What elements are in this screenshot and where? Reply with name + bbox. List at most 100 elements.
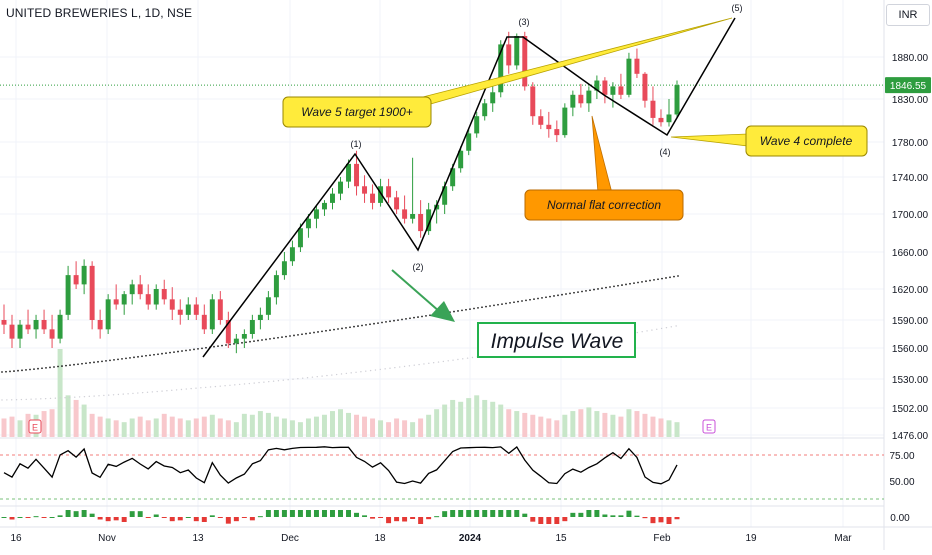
ema-dot: [381, 321, 383, 324]
histogram-bar: [602, 514, 608, 517]
ema-dot: [9, 370, 11, 373]
ema-dot: [85, 362, 87, 365]
volume-bar: [402, 420, 408, 437]
ema-dot: [313, 331, 315, 334]
candle-body: [506, 44, 512, 66]
ema-slow-dot: [6, 399, 8, 401]
ema-dot: [621, 284, 623, 286]
ema-slow-dot: [263, 381, 265, 383]
ema-dot: [613, 285, 615, 288]
volume-bar: [362, 416, 368, 437]
histogram-bar: [610, 515, 616, 517]
ema-slow-dot: [394, 366, 396, 369]
ema-dot: [157, 353, 159, 356]
histogram-bar: [338, 510, 343, 517]
histogram-bar: [418, 517, 424, 524]
volume-bar: [249, 414, 255, 437]
ema-slow-dot: [185, 388, 187, 390]
wave-count-lines: (1) (2) (3) (4) (5): [202, 3, 743, 358]
volume-bar: [594, 411, 600, 437]
histogram-bar: [546, 517, 552, 524]
histogram-bar: [650, 517, 656, 524]
candle-body: [546, 124, 552, 130]
oscillator-tick-label: 75.00: [889, 451, 914, 462]
ema-dot: [605, 286, 607, 289]
ema-slow-dot: [670, 326, 672, 328]
ema-dot: [193, 348, 195, 351]
time-tick-label: 18: [374, 533, 386, 544]
ema-dot: [273, 337, 275, 340]
ema-slow-dot: [1, 399, 3, 401]
candle-body: [466, 133, 472, 151]
ema-dot: [81, 362, 83, 365]
ema-slow-dot: [44, 397, 47, 400]
candle-body: [346, 163, 351, 182]
candle-body: [313, 209, 319, 219]
volume-bar: [73, 399, 79, 437]
candle-body: [73, 275, 79, 285]
histogram-bar: [65, 510, 71, 517]
ema-dot: [361, 324, 363, 327]
ema-dot: [185, 349, 187, 352]
volume-bar: [65, 395, 71, 437]
ema-dot: [485, 305, 487, 308]
volume-bar: [426, 414, 432, 437]
histogram-bar: [482, 510, 488, 517]
histogram-bar: [161, 517, 167, 518]
wave5-pointer: [414, 17, 733, 108]
volume-bar: [145, 420, 151, 437]
ema-slow-dot: [345, 372, 348, 375]
ema-dot: [41, 367, 43, 370]
ema-dot: [221, 344, 223, 347]
ema-dot: [405, 317, 407, 320]
candle-body: [338, 181, 343, 194]
volume-bar: [626, 409, 632, 437]
ema-slow-dot: [360, 371, 362, 373]
ema-slow-dot: [326, 374, 328, 377]
price-tick-label: 1660.00: [892, 248, 929, 259]
ema-slow-dot: [384, 368, 386, 370]
candle-body: [354, 163, 360, 187]
volume-bar: [610, 414, 616, 437]
currency-button[interactable]: INR: [886, 4, 930, 26]
ema-dot: [305, 332, 307, 335]
volume-bar: [241, 413, 247, 437]
time-tick-label: 19: [745, 533, 757, 544]
ema-slow-dot: [355, 371, 357, 374]
ema-slow-dot: [374, 369, 377, 371]
ema-slow-dot: [35, 398, 37, 400]
candle-body: [394, 197, 400, 210]
ema-dot: [53, 366, 55, 368]
ema-dot: [389, 320, 391, 323]
candle-body: [362, 186, 368, 194]
ema-dot: [105, 359, 107, 362]
price-tick-label: 1880.00: [892, 53, 929, 64]
ema-dot: [521, 300, 523, 302]
candle-body: [410, 214, 416, 219]
candle-body: [241, 334, 247, 339]
volume-bar: [49, 409, 55, 437]
volume-bar: [474, 395, 480, 437]
ema-dot: [293, 334, 295, 337]
ema-dot: [109, 359, 111, 362]
volume-bar: [602, 412, 608, 437]
ema-dot: [253, 340, 255, 343]
ema-slow-dot: [166, 390, 168, 392]
ema-slow-dot: [224, 385, 226, 387]
ema-slow-dot: [365, 370, 367, 372]
ema-dot: [593, 288, 595, 291]
volume-bar: [9, 416, 15, 437]
volume-bar: [161, 413, 167, 437]
candle-body: [626, 58, 632, 95]
volume-bar: [129, 418, 135, 437]
ema-dot: [397, 319, 399, 321]
ema-slow-dot: [292, 378, 294, 380]
histogram-bar: [362, 515, 368, 517]
price-tick-label: 1620.00: [892, 285, 929, 296]
histogram-bar: [273, 510, 279, 517]
volume-bar: [658, 418, 664, 437]
volume-bar: [153, 418, 159, 437]
ema-slow-dot: [413, 364, 415, 366]
volume-bar: [25, 413, 31, 437]
